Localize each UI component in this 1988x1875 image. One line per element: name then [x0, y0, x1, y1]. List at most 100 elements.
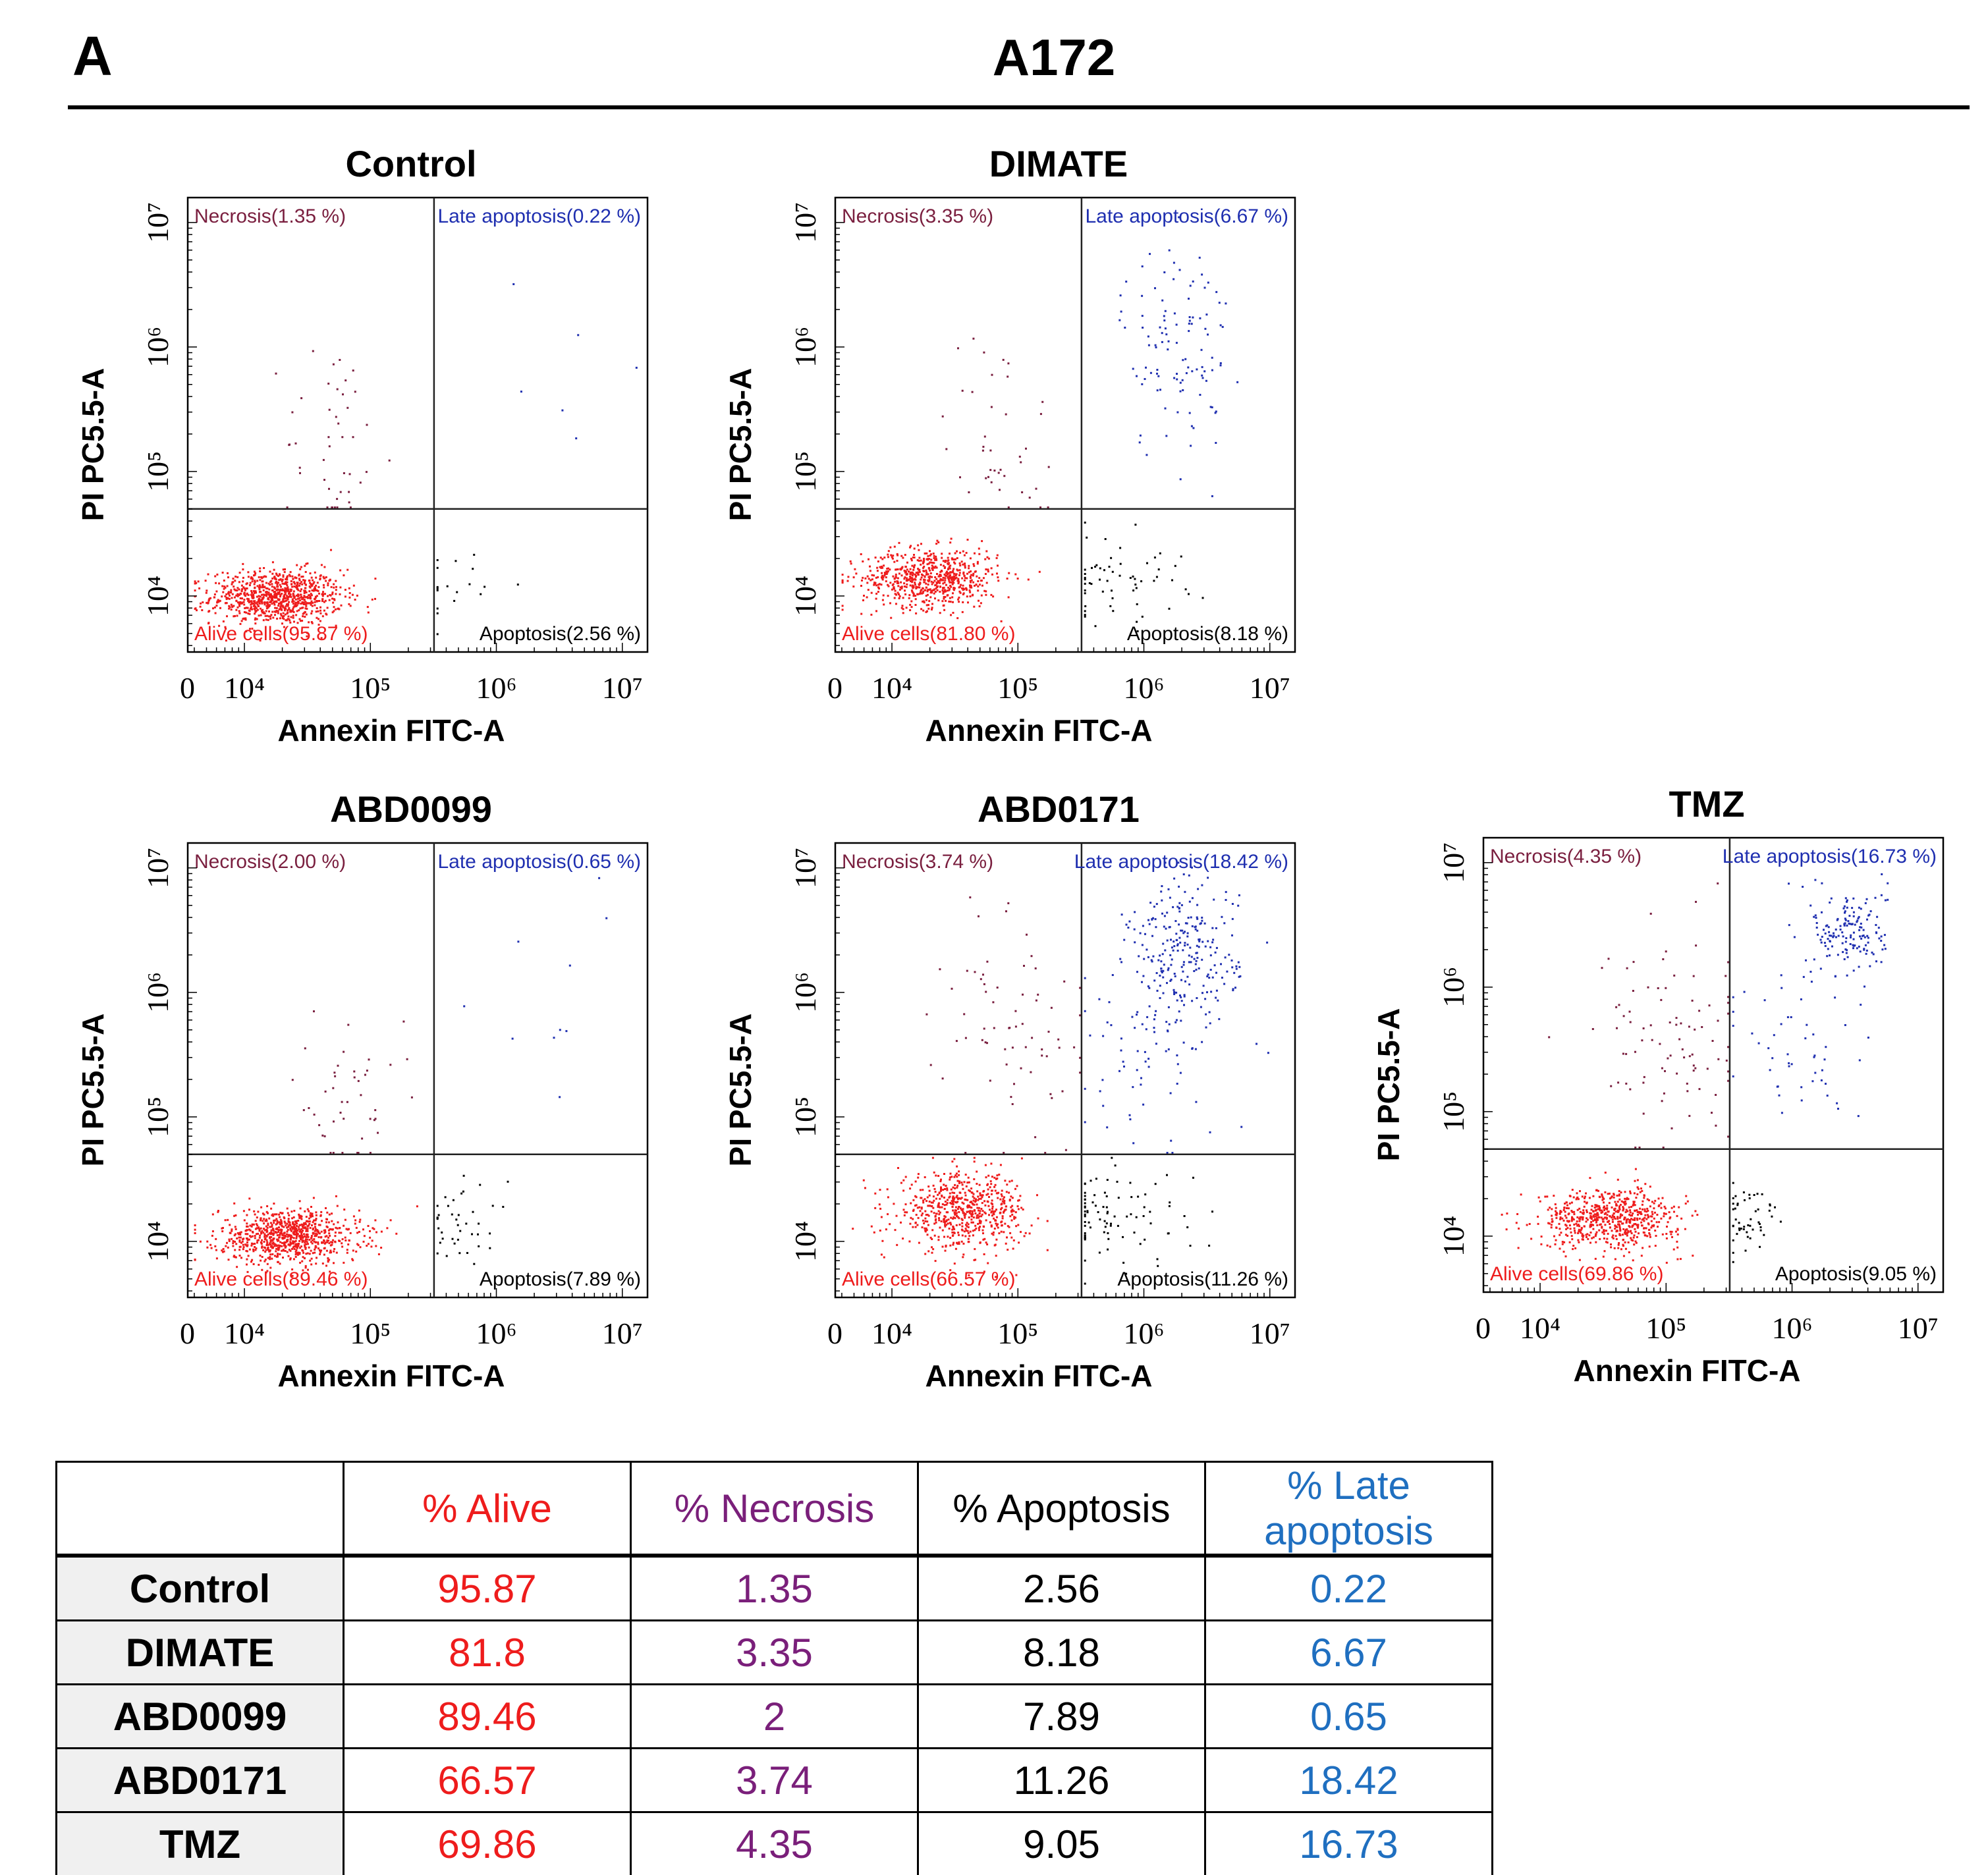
data-point: [1191, 925, 1194, 927]
data-point: [923, 559, 925, 562]
data-point: [1614, 1201, 1616, 1203]
data-point: [287, 598, 289, 601]
data-point: [215, 1257, 218, 1260]
data-point: [868, 578, 870, 580]
data-point: [273, 1245, 276, 1247]
data-point: [983, 1253, 985, 1255]
data-point: [893, 577, 896, 580]
data-point: [267, 1212, 269, 1214]
plot-title: Control: [345, 143, 476, 184]
data-point: [1569, 1195, 1572, 1197]
data-point: [249, 1224, 252, 1227]
data-point: [1634, 1223, 1637, 1225]
data-point: [929, 569, 931, 572]
data-point: [273, 1243, 276, 1245]
data-point: [289, 1228, 292, 1231]
data-point: [973, 1156, 976, 1159]
plot-title: ABD0171: [978, 788, 1140, 830]
data-point: [252, 1230, 254, 1233]
data-point: [300, 1215, 303, 1218]
data-point: [246, 1225, 249, 1228]
data-point: [356, 594, 358, 597]
data-point: [1090, 1180, 1092, 1182]
quadrant-label-necrosis: Necrosis(2.00 %): [194, 851, 346, 873]
data-point: [1842, 907, 1845, 910]
data-point: [1215, 927, 1217, 929]
data-point: [240, 620, 243, 622]
data-point: [894, 1229, 897, 1232]
data-point: [958, 562, 961, 564]
data-point: [335, 416, 337, 418]
data-point: [224, 626, 227, 628]
data-point: [1001, 1220, 1003, 1223]
data-point: [997, 1223, 999, 1226]
data-point: [922, 1219, 924, 1222]
data-point: [283, 1249, 285, 1252]
data-point: [271, 1225, 273, 1228]
data-point: [254, 618, 256, 621]
data-point: [1727, 996, 1730, 998]
data-point: [279, 1228, 282, 1231]
data-point: [224, 595, 227, 597]
data-point: [251, 1259, 254, 1261]
data-point: [1708, 1004, 1711, 1007]
data-point: [909, 1187, 912, 1190]
data-point: [962, 1256, 964, 1259]
data-point: [290, 589, 292, 592]
data-point: [262, 609, 264, 611]
data-point: [261, 1239, 263, 1241]
data-point: [1568, 1220, 1570, 1222]
data-point: [923, 601, 925, 604]
x-tick-label: 10⁷: [1250, 671, 1290, 705]
data-point: [238, 605, 241, 607]
data-point: [1153, 906, 1155, 908]
data-point: [263, 1213, 265, 1216]
data-point: [924, 1253, 927, 1255]
data-point: [1844, 911, 1846, 914]
data-point: [961, 1225, 964, 1228]
data-point: [983, 589, 986, 592]
data-point: [258, 586, 260, 589]
data-point: [953, 1158, 956, 1160]
data-point: [1138, 955, 1140, 958]
data-point: [262, 584, 264, 586]
data-point: [1174, 975, 1176, 977]
data-point: [1143, 1206, 1146, 1209]
data-point: [1615, 1006, 1618, 1008]
data-point: [957, 582, 960, 585]
data-point: [254, 587, 256, 589]
data-point: [254, 600, 256, 603]
data-point: [991, 1205, 994, 1208]
data-point: [952, 1234, 954, 1237]
data-point: [242, 1246, 245, 1249]
data-point: [326, 1241, 329, 1243]
data-point: [957, 579, 960, 582]
data-point: [931, 567, 933, 570]
data-point: [300, 588, 302, 591]
data-point: [1622, 1234, 1624, 1236]
data-point: [310, 593, 312, 595]
plot-title: ABD0099: [330, 788, 492, 830]
x-tick-label: 0: [180, 1317, 195, 1350]
data-point: [1084, 1206, 1086, 1209]
data-point: [1652, 1225, 1655, 1228]
data-point: [923, 565, 925, 568]
data-point: [366, 1245, 368, 1247]
data-point: [1007, 362, 1010, 365]
data-point: [259, 579, 262, 582]
data-point: [1047, 466, 1050, 468]
data-point: [246, 582, 248, 585]
data-point: [1014, 1211, 1017, 1214]
data-point: [320, 564, 323, 566]
data-point: [917, 1173, 920, 1176]
data-point: [885, 1228, 887, 1231]
data-point: [241, 601, 244, 604]
data-point: [978, 577, 981, 580]
data-point: [1625, 1082, 1628, 1085]
data-point: [277, 1239, 280, 1242]
data-point: [292, 1242, 294, 1245]
data-point: [1638, 1147, 1641, 1149]
data-point: [275, 1243, 277, 1246]
data-point: [298, 584, 301, 587]
